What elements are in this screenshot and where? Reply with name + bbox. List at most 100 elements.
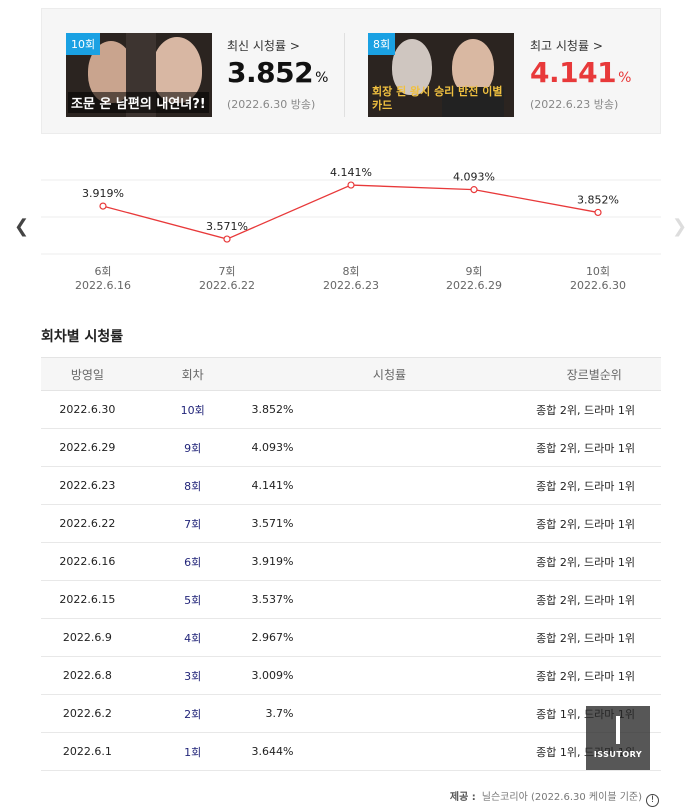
info-icon[interactable]: ! (646, 794, 659, 807)
cell-episode: 6회 (133, 542, 252, 581)
data-label: 3.571% (206, 220, 248, 233)
rating-summary-box: 10회 조문 온 남편의 내연녀?! 최신 시청률 > 3.852% (2022… (41, 8, 661, 134)
data-point[interactable] (347, 181, 355, 189)
episode-badge: 8회 (368, 33, 396, 55)
header-rating: 시청률 (251, 357, 528, 391)
table-row: 2022.6.9 4회 2.967% 종합 2위, 드라마 1위 (41, 618, 661, 657)
cell-air-date: 2022.6.15 (41, 580, 134, 619)
table-row: 2022.6.16 6회 3.919% 종합 2위, 드라마 1위 (41, 542, 661, 581)
data-point[interactable] (470, 186, 478, 194)
cell-episode: 2회 (133, 694, 252, 733)
x-tick-date: 2022.6.29 (446, 279, 502, 292)
cell-genre-rank: 종합 2위, 드라마 1위 (527, 618, 661, 657)
latest-rating-value: 3.852% (227, 56, 328, 89)
best-episode-thumbnail[interactable]: 8회 회장 된 왕시 승리 반전 이별 카드 (368, 33, 514, 117)
episode-ratings-title: 회차별 시청률 (41, 329, 124, 345)
cell-rating: 3.7% (251, 694, 528, 733)
cell-rating: 3.852% (251, 390, 528, 429)
x-tick-episode: 10회 (586, 265, 610, 278)
cell-rating: 4.093% (251, 428, 528, 467)
cell-air-date: 2022.6.30 (41, 390, 134, 429)
data-label: 4.093% (453, 171, 495, 184)
table-header-row: 방영일 회차 시청률 장르별순위 (41, 357, 661, 391)
table-row: 2022.6.23 8회 4.141% 종합 2위, 드라마 1위 (41, 466, 661, 505)
series-line (102, 184, 599, 240)
table-row: 2022.6.30 10회 3.852% 종합 2위, 드라마 1위 (41, 390, 661, 429)
x-tick-episode: 6회 (94, 265, 111, 278)
best-rating-link[interactable]: 최고 시청률 > (530, 39, 603, 53)
best-rating-value: 4.141% (530, 56, 631, 89)
cell-genre-rank: 종합 2위, 드라마 1위 (527, 504, 661, 543)
data-point[interactable] (99, 202, 107, 210)
cell-rating: 4.141% (251, 466, 528, 505)
cell-rating: 3.571% (251, 504, 528, 543)
x-tick-episode: 9회 (465, 265, 482, 278)
latest-episode-thumbnail[interactable]: 10회 조문 온 남편의 내연녀?! (66, 33, 212, 117)
cell-air-date: 2022.6.2 (41, 694, 134, 733)
cell-episode: 1회 (133, 732, 252, 771)
episode-link[interactable]: 8회 (184, 479, 202, 493)
episode-badge: 10회 (66, 33, 101, 55)
chevron-right-icon[interactable]: ❯ (672, 216, 688, 237)
cell-air-date: 2022.6.8 (41, 656, 134, 695)
episode-link[interactable]: 1회 (184, 745, 202, 759)
episode-link[interactable]: 4회 (184, 631, 202, 645)
cell-genre-rank: 종합 2위, 드라마 1위 (527, 390, 661, 429)
episode-link[interactable]: 3회 (184, 669, 202, 683)
x-tick-episode: 8회 (342, 265, 359, 278)
latest-rating-date: (2022.6.30 방송) (227, 98, 316, 111)
data-source-footer: 제공 : 닐슨코리아 (2022.6.30 케이블 기준)! (450, 788, 659, 807)
episode-link[interactable]: 9회 (184, 441, 202, 455)
chevron-left-icon[interactable]: ❮ (14, 216, 30, 237)
x-tick-date: 2022.6.16 (75, 279, 131, 292)
cell-genre-rank: 종합 2위, 드라마 1위 (527, 580, 661, 619)
best-rating-date: (2022.6.23 방송) (530, 98, 619, 111)
cell-rating: 3.644% (251, 732, 528, 771)
data-point[interactable] (594, 208, 602, 217)
cell-air-date: 2022.6.1 (41, 732, 134, 771)
cell-episode: 3회 (133, 656, 252, 695)
data-point[interactable] (223, 235, 231, 243)
table-row: 2022.6.15 5회 3.537% 종합 2위, 드라마 1위 (41, 580, 661, 619)
x-tick-episode: 7회 (218, 265, 235, 278)
thumbnail-caption: 조문 온 남편의 내연녀?! (68, 92, 209, 113)
episode-link[interactable]: 10회 (180, 403, 205, 417)
header-air-date: 방영일 (41, 357, 134, 391)
header-genre-rank: 장르별순위 (527, 357, 661, 391)
cell-episode: 9회 (133, 428, 252, 467)
cell-rating: 3.009% (251, 656, 528, 695)
card-divider (344, 33, 345, 117)
cell-episode: 5회 (133, 580, 252, 619)
cell-episode: 7회 (133, 504, 252, 543)
rating-trend-chart: ❮ ❯ 3.919% 3.571% 4.141% 4.093% 3.852% 6회 2022… (0, 140, 689, 300)
thumbnail-caption: 회장 된 왕시 승리 반전 이별 카드 (372, 85, 503, 112)
x-tick-date: 2022.6.30 (570, 279, 626, 292)
cell-genre-rank: 종합 2위, 드라마 1위 (527, 656, 661, 695)
line-chart-svg: 3.919% 3.571% 4.141% 4.093% 3.852% 6회2022.6.1… (41, 166, 661, 292)
episode-link[interactable]: 7회 (184, 517, 202, 531)
data-label: 3.852% (577, 193, 619, 206)
watermark-logo: ISSUTORY (586, 706, 650, 770)
cell-air-date: 2022.6.9 (41, 618, 134, 657)
episode-link[interactable]: 5회 (184, 593, 202, 607)
data-label: 4.141% (330, 166, 372, 179)
header-episode: 회차 (133, 357, 252, 391)
x-tick-date: 2022.6.23 (323, 279, 379, 292)
data-label: 3.919% (82, 187, 124, 200)
table-row: 2022.6.29 9회 4.093% 종합 2위, 드라마 1위 (41, 428, 661, 467)
cell-air-date: 2022.6.29 (41, 428, 134, 467)
cell-rating: 2.967% (251, 618, 528, 657)
table-row: 2022.6.22 7회 3.571% 종합 2위, 드라마 1위 (41, 504, 661, 543)
cell-genre-rank: 종합 2위, 드라마 1위 (527, 428, 661, 467)
cell-rating: 3.919% (251, 542, 528, 581)
cell-rating: 3.537% (251, 580, 528, 619)
episode-link[interactable]: 2회 (184, 707, 202, 721)
latest-rating-link[interactable]: 최신 시청률 > (227, 39, 300, 53)
episode-link[interactable]: 6회 (184, 555, 202, 569)
x-tick-date: 2022.6.22 (199, 279, 255, 292)
cell-episode: 10회 (133, 390, 252, 429)
cell-episode: 4회 (133, 618, 252, 657)
footer-source: 닐슨코리아 (2022.6.30 케이블 기준) (481, 792, 642, 803)
